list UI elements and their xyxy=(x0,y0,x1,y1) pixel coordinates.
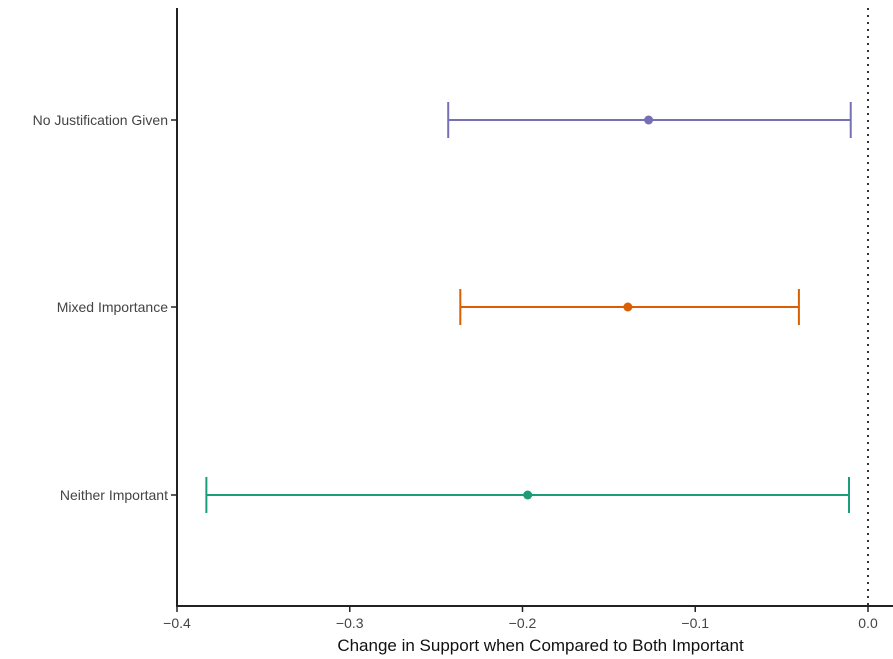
y-tick-label: Neither Important xyxy=(60,487,168,503)
x-tick-label: 0.0 xyxy=(858,615,878,631)
x-axis-ticks: −0.4 −0.3 −0.2 −0.1 0.0 xyxy=(163,606,878,631)
point-estimate xyxy=(523,490,533,500)
error-bar-group xyxy=(447,102,852,138)
y-tick-label: No Justification Given xyxy=(33,112,168,128)
error-bars xyxy=(205,102,852,513)
y-axis-ticks: No Justification Given Mixed Importance Ne… xyxy=(33,112,177,503)
x-tick-label: −0.2 xyxy=(509,615,537,631)
x-tick-label: −0.4 xyxy=(163,615,191,631)
point-estimate xyxy=(623,302,633,312)
x-tick-label: −0.1 xyxy=(681,615,709,631)
point-estimate xyxy=(644,115,654,125)
error-bar-group xyxy=(459,289,800,325)
x-axis-title: Change in Support when Compared to Both … xyxy=(337,636,744,655)
error-bar-group xyxy=(205,477,850,513)
x-tick-label: −0.3 xyxy=(336,615,364,631)
y-tick-label: Mixed Importance xyxy=(57,299,168,315)
